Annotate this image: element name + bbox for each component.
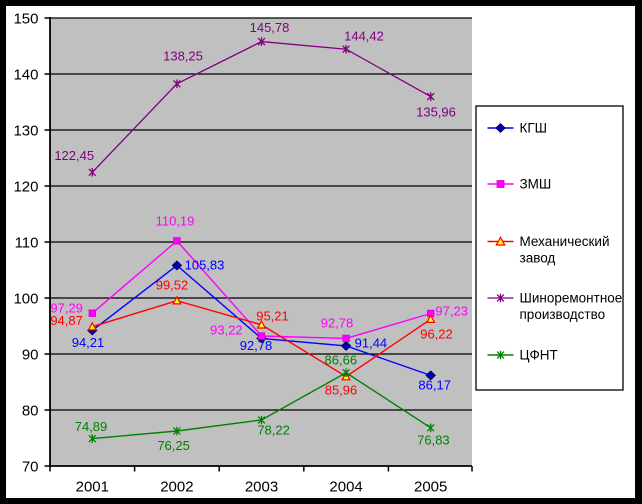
svg-text:94,21: 94,21 (72, 335, 105, 350)
svg-text:92,78: 92,78 (240, 338, 273, 353)
svg-text:97,23: 97,23 (435, 304, 468, 319)
svg-text:91,44: 91,44 (355, 336, 388, 351)
svg-text:ЦФНТ: ЦФНТ (520, 348, 558, 363)
svg-text:97,29: 97,29 (50, 301, 83, 316)
svg-text:135,96: 135,96 (416, 105, 456, 120)
svg-text:2003: 2003 (245, 478, 278, 495)
svg-text:ЗМШ: ЗМШ (520, 177, 552, 192)
svg-text:2005: 2005 (414, 478, 447, 495)
svg-text:150: 150 (13, 10, 38, 27)
svg-text:96,22: 96,22 (420, 327, 453, 342)
svg-text:КГШ: КГШ (520, 121, 548, 136)
svg-text:86,17: 86,17 (418, 378, 451, 393)
svg-text:76,25: 76,25 (157, 438, 190, 453)
svg-text:105,83: 105,83 (185, 257, 225, 272)
svg-text:90: 90 (22, 346, 39, 363)
svg-text:92,78: 92,78 (321, 316, 354, 331)
svg-text:80: 80 (22, 402, 39, 419)
svg-text:95,21: 95,21 (256, 309, 289, 324)
svg-text:94,87: 94,87 (50, 313, 83, 328)
svg-text:100: 100 (13, 290, 38, 307)
svg-text:74,89: 74,89 (75, 419, 108, 434)
svg-text:130: 130 (13, 122, 38, 139)
svg-text:93,22: 93,22 (210, 323, 243, 338)
svg-text:Механический: Механический (520, 234, 610, 249)
svg-text:производство: производство (520, 307, 606, 322)
svg-text:110,19: 110,19 (156, 214, 195, 229)
svg-text:2002: 2002 (160, 478, 193, 495)
svg-text:110: 110 (15, 234, 39, 251)
svg-text:140: 140 (13, 66, 38, 83)
svg-text:86,66: 86,66 (325, 352, 358, 367)
svg-text:Шиноремонтное: Шиноремонтное (520, 291, 623, 306)
svg-text:99,52: 99,52 (156, 278, 189, 293)
svg-text:144,42: 144,42 (344, 29, 384, 44)
svg-text:2001: 2001 (76, 478, 109, 495)
svg-text:138,25: 138,25 (163, 49, 203, 64)
svg-text:76,83: 76,83 (417, 433, 450, 448)
svg-text:78,22: 78,22 (257, 423, 290, 438)
svg-text:145,78: 145,78 (250, 20, 290, 35)
svg-text:122,45: 122,45 (54, 148, 94, 163)
svg-text:2004: 2004 (329, 478, 362, 495)
svg-text:завод: завод (520, 250, 556, 265)
svg-text:120: 120 (13, 178, 38, 195)
svg-text:85,96: 85,96 (325, 382, 358, 397)
svg-text:70: 70 (22, 458, 39, 475)
